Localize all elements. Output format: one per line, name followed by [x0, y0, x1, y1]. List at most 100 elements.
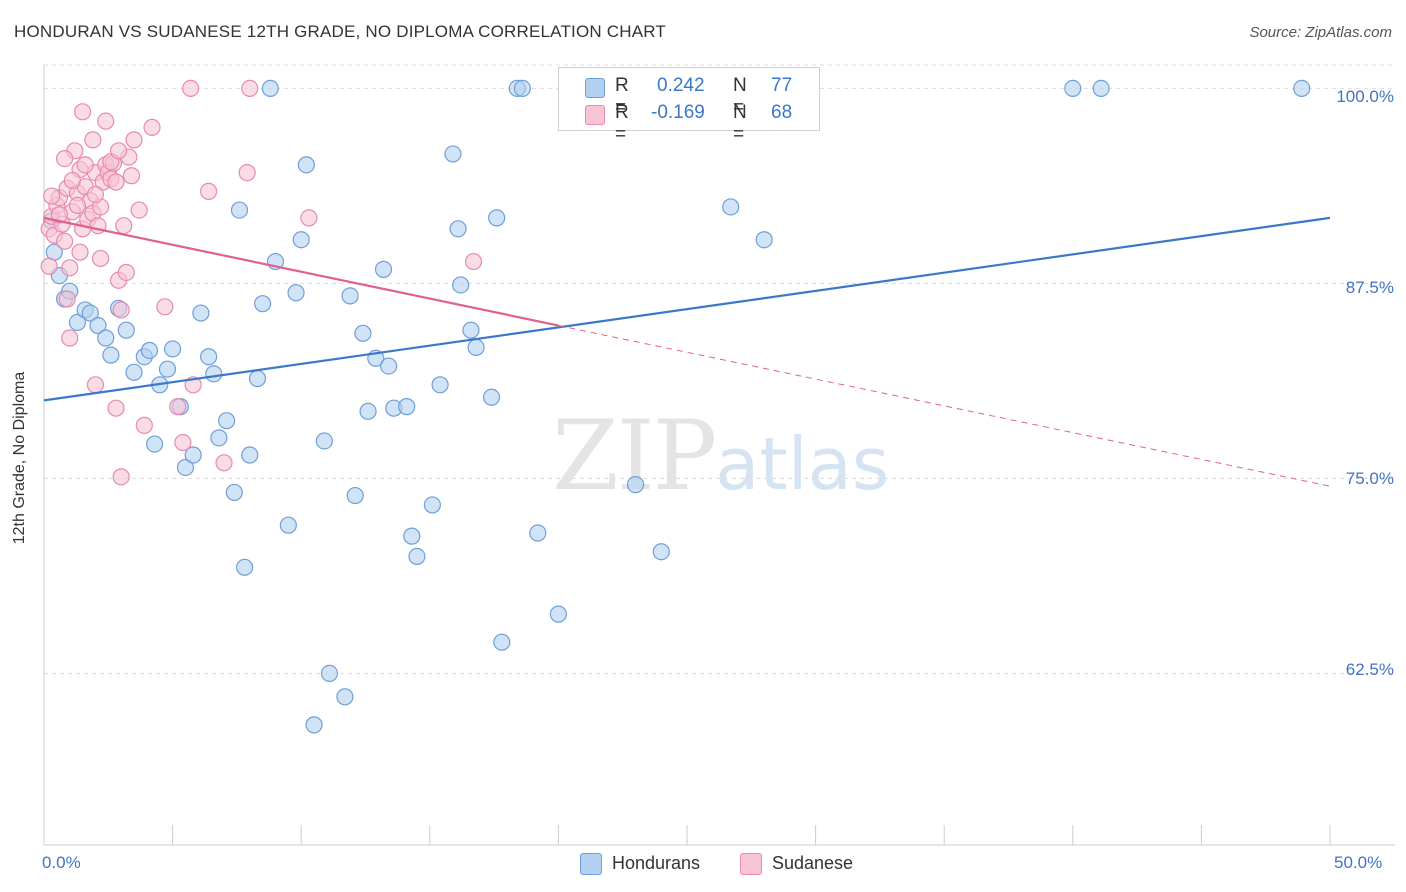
- point-hondurans: [359, 402, 377, 420]
- point-hondurans: [423, 496, 441, 514]
- point-sudanese: [109, 142, 128, 160]
- point-hondurans: [403, 527, 421, 545]
- point-hondurans: [218, 412, 236, 430]
- point-hondurans: [89, 316, 107, 335]
- point-sudanese: [130, 201, 148, 219]
- legend-n-label: N =: [733, 102, 747, 145]
- point-sudanese: [68, 196, 87, 214]
- legend-r-label: R =: [615, 75, 629, 118]
- legend-swatch-hondurans: [585, 78, 605, 98]
- point-sudanese: [112, 301, 130, 319]
- point-sudanese: [76, 156, 94, 174]
- point-hondurans: [164, 340, 182, 358]
- point-hondurans: [97, 329, 115, 347]
- point-hondurans: [145, 435, 164, 453]
- point-sudanese: [107, 173, 125, 191]
- point-sudanese: [115, 217, 133, 235]
- watermark: ZIPatlas: [552, 400, 889, 512]
- point-hondurans: [513, 79, 531, 98]
- point-hondurans: [398, 398, 416, 416]
- point-hondurans: [449, 220, 467, 238]
- point-sudanese: [117, 263, 135, 282]
- point-sudanese: [40, 257, 58, 275]
- point-sudanese: [50, 206, 69, 224]
- point-hondurans: [117, 321, 135, 339]
- point-sudanese: [63, 171, 81, 190]
- point-sudanese: [135, 416, 153, 434]
- point-hondurans: [287, 284, 305, 302]
- trend-line-hondurans: [43, 216, 1331, 402]
- point-sudanese: [122, 167, 141, 185]
- point-hondurans: [210, 429, 228, 447]
- point-hondurans: [626, 476, 645, 494]
- point-sudanese: [43, 187, 61, 205]
- y-tick-label-62-5: 62.5%: [1345, 660, 1394, 679]
- legend-n-label: N =: [733, 75, 747, 118]
- point-hondurans: [462, 321, 480, 339]
- point-hondurans: [755, 231, 773, 249]
- legend-r-value: -0.169: [651, 102, 705, 123]
- point-sudanese: [174, 433, 192, 452]
- point-hondurans: [158, 360, 177, 378]
- point-hondurans: [482, 388, 501, 406]
- point-sudanese: [55, 150, 74, 168]
- point-hondurans: [184, 446, 202, 464]
- point-sudanese: [143, 118, 161, 137]
- point-hondurans: [549, 605, 568, 623]
- watermark-atlas: atlas: [715, 422, 890, 506]
- legend-n-value: 77: [771, 75, 793, 96]
- point-sudanese: [200, 182, 218, 200]
- source-label: Source: ZipAtlas.com: [1249, 24, 1392, 41]
- point-hondurans: [248, 369, 267, 388]
- point-sudanese: [125, 131, 143, 149]
- trend-line-sudanese: [43, 216, 559, 327]
- point-hondurans: [341, 287, 359, 305]
- point-sudanese: [215, 454, 233, 472]
- point-hondurans: [1293, 79, 1311, 98]
- legend-swatch-sudanese: [585, 105, 605, 125]
- legend-r-label: R =: [615, 102, 629, 145]
- point-hondurans: [315, 432, 333, 450]
- bottom-legend-swatch-hondurans: [580, 853, 602, 875]
- point-hondurans: [254, 295, 272, 313]
- y-axis-label: 12th Grade, No Diploma: [11, 371, 28, 545]
- point-sudanese: [71, 243, 89, 261]
- point-hondurans: [305, 716, 323, 734]
- legend-r-value: 0.242: [657, 75, 705, 96]
- point-hondurans: [1064, 79, 1082, 98]
- point-hondurans: [320, 664, 339, 683]
- point-hondurans: [225, 483, 243, 502]
- point-hondurans: [493, 633, 511, 651]
- point-sudanese: [182, 79, 200, 98]
- point-hondurans: [452, 276, 470, 294]
- bottom-legend-swatch-sudanese: [740, 853, 762, 875]
- point-hondurans: [652, 543, 670, 561]
- point-hondurans: [279, 516, 297, 534]
- point-hondurans: [205, 365, 223, 383]
- point-hondurans: [444, 145, 462, 163]
- point-hondurans: [200, 348, 218, 366]
- point-hondurans: [1092, 79, 1110, 98]
- point-hondurans: [408, 547, 426, 566]
- legend-n-value: 68: [771, 102, 793, 123]
- bottom-legend-label-hondurans: Hondurans: [612, 853, 701, 873]
- point-sudanese: [238, 164, 256, 182]
- point-sudanese: [107, 399, 125, 417]
- point-sudanese: [86, 185, 105, 204]
- trend-extension-sudanese: [558, 325, 1331, 487]
- point-sudanese: [464, 252, 483, 271]
- chart-title: HONDURAN VS SUDANESE 12TH GRADE, NO DIPL…: [14, 22, 667, 41]
- point-hondurans: [354, 324, 372, 342]
- point-sudanese: [61, 329, 79, 347]
- point-hondurans: [140, 341, 159, 360]
- point-hondurans: [336, 688, 354, 706]
- point-hondurans: [380, 357, 398, 375]
- watermark-zip: ZIP: [552, 400, 717, 512]
- point-hondurans: [467, 338, 485, 356]
- point-sudanese: [55, 232, 74, 250]
- point-sudanese: [241, 79, 259, 98]
- point-sudanese: [91, 249, 110, 268]
- point-hondurans: [261, 79, 279, 98]
- point-hondurans: [68, 313, 87, 331]
- x-tick-label-50: 50.0%: [1334, 853, 1383, 872]
